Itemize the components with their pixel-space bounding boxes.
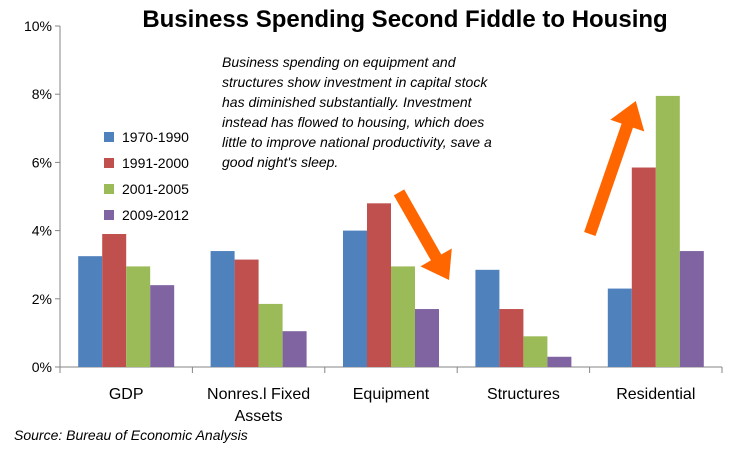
x-tick-label: GDP [109, 386, 144, 403]
legend-label: 1991-2000 [122, 155, 189, 171]
bar [607, 288, 632, 367]
legend-swatch [104, 210, 114, 220]
up-arrow [584, 101, 645, 236]
bar [475, 269, 500, 367]
y-tick-label: 2% [32, 291, 52, 307]
x-tick-label: Nonres.l Fixed Assets [207, 386, 310, 425]
bar [367, 203, 391, 367]
bar [210, 251, 235, 367]
down-arrow [393, 189, 452, 280]
source-note: Source: Bureau of Economic Analysis [14, 427, 248, 443]
y-tick-label: 8% [32, 86, 52, 102]
bar [234, 259, 259, 367]
bar [415, 309, 439, 367]
legend-label: 2009-2012 [122, 207, 189, 223]
legend-swatch [104, 184, 114, 194]
bar [78, 256, 103, 367]
bar [679, 251, 704, 367]
x-tick-label: Equipment [353, 386, 430, 403]
bar [391, 266, 415, 367]
bars [78, 95, 704, 367]
legend-swatch [104, 132, 114, 142]
legend-item: 2001-2005 [104, 176, 189, 202]
bar [631, 167, 656, 367]
legend-item: 1991-2000 [104, 150, 189, 176]
y-tick-label: 6% [32, 154, 52, 170]
bar [126, 266, 151, 367]
x-tick-label: Residential [616, 386, 695, 403]
bar [499, 309, 524, 367]
y-tick-label: 10% [24, 18, 52, 34]
legend-label: 1970-1990 [122, 129, 189, 145]
bar [655, 95, 680, 367]
x-tick-label: Structures [487, 386, 560, 403]
legend-item: 2009-2012 [104, 202, 189, 228]
legend-label: 2001-2005 [122, 181, 189, 197]
axes: 0% 2% 4% 6% 8% 10% GDP Nonres.l Fixed Assets Equi… [24, 18, 723, 425]
bar [258, 303, 283, 367]
y-tick-label: 0% [32, 359, 52, 375]
bar [150, 285, 175, 367]
bar [282, 331, 307, 367]
chart-title: Business Spending Second Fiddle to Housi… [142, 6, 668, 33]
bar [343, 230, 367, 367]
y-tick-label: 4% [32, 223, 52, 239]
bar [102, 234, 127, 367]
legend-item: 1970-1990 [104, 124, 189, 150]
trend-arrows [393, 101, 645, 280]
legend: 1970-1990 1991-2000 2001-2005 2009-2012 [104, 124, 189, 228]
bar [523, 336, 548, 367]
chart-annotation: Business spending on equipment and struc… [222, 54, 492, 170]
legend-swatch [104, 158, 114, 168]
bar [547, 356, 572, 367]
